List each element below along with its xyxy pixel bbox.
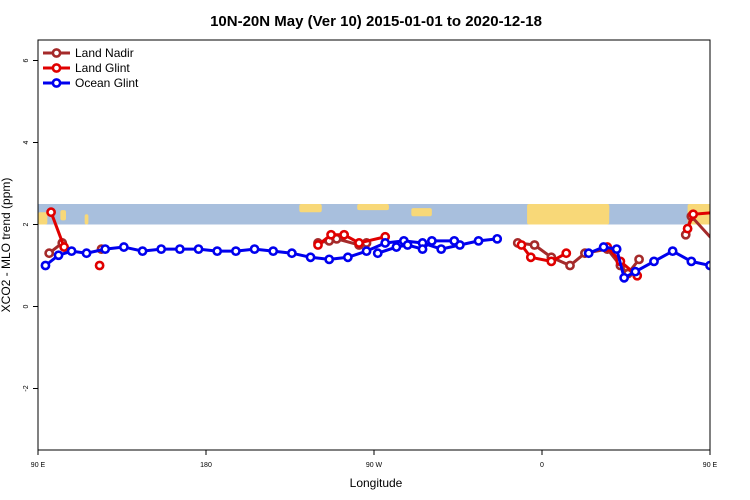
ocean-glint-point	[649, 256, 659, 267]
ocean-glint-point	[417, 244, 428, 254]
x-tick-label: 0	[540, 462, 544, 469]
x-tick-label: 90 E	[31, 462, 46, 469]
y-tick-label: -2	[23, 385, 30, 391]
x-axis-label: Longitude	[350, 476, 403, 490]
ocean-glint-point	[268, 246, 279, 257]
ocean-glint-point	[286, 248, 297, 259]
ocean-glint-point	[40, 260, 51, 271]
x-axis: 90 E 180 90 W 0 90 E	[31, 450, 718, 469]
land-glint-point	[94, 260, 105, 271]
ocean-glint-point	[583, 248, 594, 259]
ocean-glint-point	[473, 235, 484, 246]
land-mass	[299, 204, 322, 213]
ocean-glint-point	[372, 248, 383, 259]
legend-item-land-nadir: Land Nadir	[43, 46, 134, 60]
land-nadir-point	[44, 248, 55, 259]
land-nadir-point	[565, 260, 575, 271]
land-mass	[84, 214, 89, 225]
ocean-glint-point	[305, 252, 316, 263]
ocean-glint-point	[174, 244, 185, 254]
ocean-glint-point	[100, 244, 111, 254]
legend-item-land-glint: Land Glint	[43, 61, 130, 75]
ocean-glint-point	[137, 246, 148, 257]
ocean-glint-point	[426, 235, 437, 246]
ocean-glint-point	[705, 260, 710, 271]
land-glint-point	[688, 209, 699, 220]
series-layer	[40, 207, 710, 283]
land-glint-point	[682, 223, 693, 234]
y-axis-label: XCO2 - MLO trend (ppm)	[0, 178, 13, 313]
land-glint-point	[59, 242, 70, 252]
legend-swatch-point	[51, 63, 62, 73]
ocean-glint-point	[686, 256, 697, 267]
y-tick-label: 6	[23, 58, 30, 62]
legend-label: Ocean Glint	[75, 76, 139, 90]
land-mass	[411, 208, 432, 217]
x-tick-label: 180	[200, 462, 212, 469]
land-glint-point	[339, 229, 350, 240]
legend-label: Land Nadir	[75, 46, 134, 60]
land-mass	[357, 204, 389, 211]
legend-label: Land Glint	[75, 61, 130, 75]
land-glint-point	[46, 207, 56, 218]
land-glint-point	[525, 252, 536, 263]
ocean-glint-point	[598, 242, 609, 252]
ocean-glint-point	[380, 238, 391, 248]
chart-title: 10N-20N May (Ver 10) 2015-01-01 to 2020-…	[210, 13, 542, 30]
y-tick-label: 0	[23, 304, 30, 308]
ocean-glint-point	[193, 244, 204, 254]
ocean-glint-point	[156, 244, 167, 254]
ocean-glint-point	[230, 246, 241, 257]
ocean-glint-point	[212, 246, 223, 257]
ocean-glint-point	[449, 235, 460, 246]
y-tick-label: 4	[23, 140, 30, 144]
land-glint-point	[546, 256, 557, 267]
ocean-glint-point	[391, 242, 402, 252]
ocean-glint-point	[436, 244, 447, 254]
y-axis: -2 0 2 4 6	[23, 58, 38, 392]
ocean-glint-line	[588, 245, 710, 281]
land-glint-point	[326, 229, 336, 240]
land-glint-point	[561, 248, 572, 259]
map-strip	[38, 204, 710, 225]
land-glint-point	[354, 238, 364, 248]
land-glint-line	[686, 211, 710, 230]
x-tick-label: 90 E	[703, 462, 718, 469]
ocean-glint-point	[492, 233, 503, 244]
ocean-glint-point	[611, 244, 622, 254]
land-glint-line	[520, 244, 567, 263]
land-nadir-point	[529, 240, 540, 250]
ocean-glint-point	[667, 246, 678, 257]
ocean-glint-point	[324, 254, 335, 265]
ocean-glint-point	[342, 252, 353, 263]
ocean-glint-point	[249, 244, 260, 254]
y-tick-label: 2	[23, 222, 30, 226]
ocean-glint-point	[81, 248, 92, 259]
legend-swatch-point	[51, 78, 62, 88]
ocean-glint-point	[619, 272, 630, 283]
land-glint-line	[49, 211, 66, 248]
legend-swatch-point	[51, 48, 62, 58]
land-glint-point	[516, 240, 527, 250]
ocean-glint-point	[402, 240, 413, 250]
x-tick-label: 90 W	[366, 462, 383, 469]
legend-item-ocean-glint: Ocean Glint	[43, 76, 139, 90]
land-nadir-line	[684, 213, 710, 240]
ocean-glint-point	[630, 266, 641, 277]
ocean-glint-point	[118, 242, 129, 252]
land-mass	[583, 204, 610, 215]
land-mass	[60, 210, 66, 221]
land-mass	[38, 212, 48, 225]
ocean-glint-point	[361, 246, 372, 257]
land-glint-point	[313, 240, 323, 250]
ocean-glint-point	[53, 250, 64, 261]
ocean-glint-point	[66, 246, 77, 257]
land-nadir-point	[634, 254, 644, 265]
